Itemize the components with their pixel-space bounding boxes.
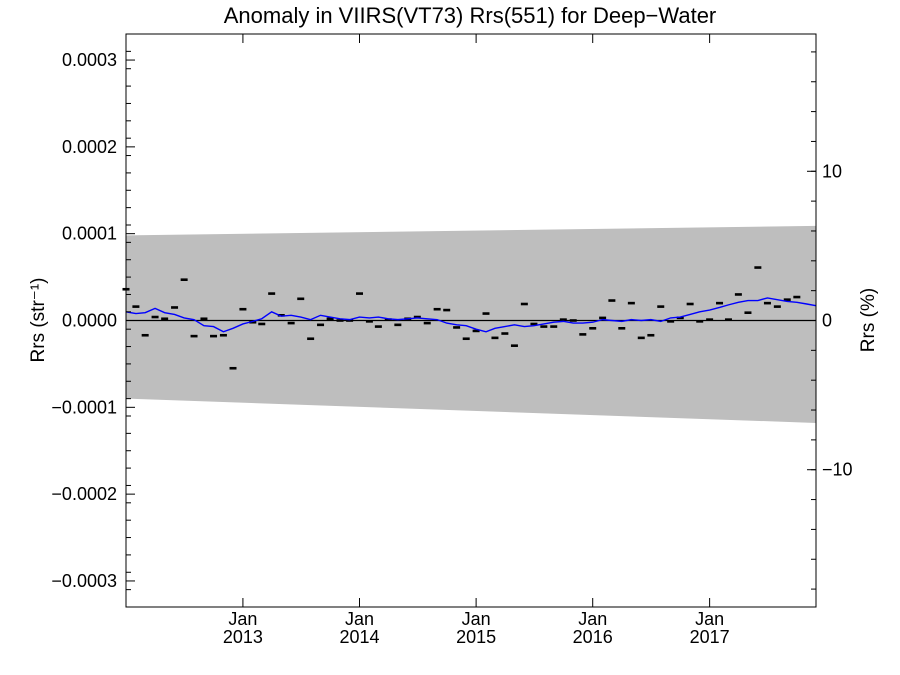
- x-tick-label-month: Jan: [578, 609, 607, 629]
- chart-title: Anomaly in VIIRS(VT73) Rrs(551) for Deep…: [224, 3, 717, 28]
- x-tick-label-year: 2017: [690, 627, 730, 647]
- x-tick-label-year: 2015: [456, 627, 496, 647]
- series-line: [125, 297, 817, 333]
- x-tick-label-year: 2014: [339, 627, 379, 647]
- plot-area: 0.0003 0.0002 0.0001 0.0000 −0.0001 −0.0002 −0…: [51, 33, 853, 647]
- x-tick-label-year: 2013: [223, 627, 263, 647]
- y-tick-label: −0.0003: [51, 571, 117, 591]
- y-axis-label-left: Rrs (str⁻¹): [28, 278, 49, 363]
- x-tick-label-month: Jan: [695, 609, 724, 629]
- x-tick-label-month: Jan: [228, 609, 257, 629]
- y-right-tick-label: −10: [822, 460, 853, 480]
- x-tick-label-month: Jan: [462, 609, 491, 629]
- x-tick-label-month: Jan: [345, 609, 374, 629]
- y-tick-label: 0.0002: [62, 137, 117, 157]
- y-right-tick-label: 0: [822, 311, 832, 331]
- y-right-tick-label: 10: [822, 161, 842, 181]
- x-tick-label-year: 2016: [573, 627, 613, 647]
- y-tick-label: −0.0002: [51, 484, 117, 504]
- uncertainty-band: [126, 225, 816, 423]
- y-tick-label: 0.0001: [62, 224, 117, 244]
- y-tick-label: 0.0003: [62, 50, 117, 70]
- y-tick-label: −0.0001: [51, 397, 117, 417]
- y-axis-label-right: Rrs (%): [858, 288, 879, 352]
- y-tick-label: 0.0000: [62, 311, 117, 331]
